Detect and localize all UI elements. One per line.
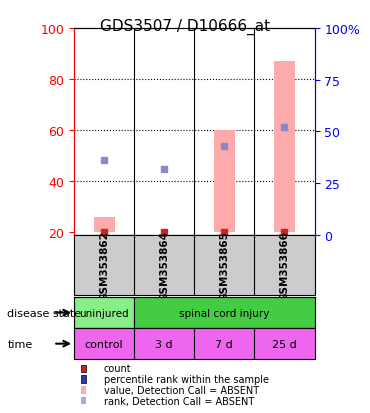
Text: rank, Detection Call = ABSENT: rank, Detection Call = ABSENT: [104, 396, 254, 406]
Text: count: count: [104, 363, 131, 373]
Text: GSM353865: GSM353865: [219, 230, 229, 300]
Bar: [134, 297, 314, 328]
Text: spinal cord injury: spinal cord injury: [179, 308, 269, 318]
Bar: [274, 62, 295, 233]
Text: 7 d: 7 d: [215, 339, 233, 349]
Text: control: control: [85, 339, 123, 349]
Text: time: time: [7, 339, 33, 349]
Text: GDS3507 / D10666_at: GDS3507 / D10666_at: [100, 19, 270, 35]
Text: 25 d: 25 d: [272, 339, 297, 349]
Text: disease state: disease state: [7, 308, 81, 318]
Text: GSM353866: GSM353866: [279, 230, 289, 300]
Text: GSM353864: GSM353864: [159, 230, 169, 300]
Bar: [74, 297, 134, 328]
Bar: [214, 131, 235, 233]
Text: GSM353862: GSM353862: [99, 230, 109, 300]
Bar: [94, 218, 115, 233]
Text: uninjured: uninjured: [79, 308, 129, 318]
Text: 3 d: 3 d: [155, 339, 173, 349]
Text: percentile rank within the sample: percentile rank within the sample: [104, 374, 269, 384]
Text: value, Detection Call = ABSENT: value, Detection Call = ABSENT: [104, 385, 259, 395]
